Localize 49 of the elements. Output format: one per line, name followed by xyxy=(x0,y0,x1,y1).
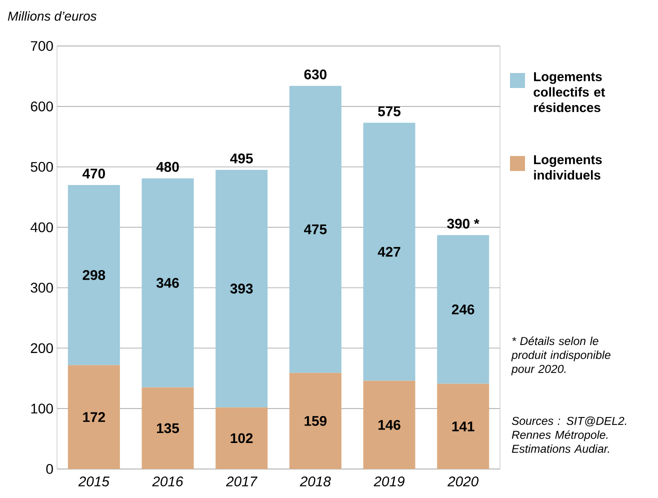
bar xyxy=(289,86,342,373)
legend-label: Logements individuels xyxy=(534,155,602,180)
data-label: 172 xyxy=(83,412,105,422)
x-tick-label: 2016 xyxy=(152,476,184,486)
y-tick-label: 700 xyxy=(30,41,53,51)
annotation: 470 xyxy=(82,168,105,178)
x-tick-label: 2015 xyxy=(78,476,110,486)
bar xyxy=(289,372,342,469)
annotation: 495 xyxy=(230,153,253,164)
data-label: 427 xyxy=(378,246,400,257)
bar xyxy=(68,365,120,469)
y-tick-label: 100 xyxy=(31,404,53,414)
data-label: 135 xyxy=(156,423,179,434)
x-tick-label: 2018 xyxy=(300,476,331,486)
bar xyxy=(216,170,268,408)
bar xyxy=(363,122,416,381)
y-tick-label: 400 xyxy=(30,222,53,232)
data-label: 102 xyxy=(230,433,253,444)
data-label: 475 xyxy=(304,224,327,234)
y-tick-label: 500 xyxy=(30,162,53,172)
source-note: Sources : SIT@DEL2. Rennes Métropole. Estimations Audiar. xyxy=(512,416,626,453)
annotation: 575 xyxy=(378,106,400,116)
bar xyxy=(363,380,416,469)
x-tick-label: 2020 xyxy=(447,476,478,486)
bar xyxy=(142,387,194,469)
data-label: 298 xyxy=(82,270,106,280)
annotation: 480 xyxy=(156,162,179,172)
bar xyxy=(68,184,120,366)
data-label: 246 xyxy=(452,304,474,314)
y-axis-title: Millions d’euros xyxy=(8,11,96,21)
y-tick-label: 200 xyxy=(30,343,53,354)
y-tick-label: 300 xyxy=(30,282,53,293)
y-tick-label: 600 xyxy=(30,101,53,112)
text: * Détails selon le produit indisponible pour 2020. xyxy=(511,336,610,376)
data-label: 346 xyxy=(156,278,179,288)
legend-label: Logements collectifs et résidences xyxy=(534,72,606,112)
data-label: 141 xyxy=(452,422,474,432)
annotation: 630 xyxy=(304,69,326,80)
data-label: 146 xyxy=(378,420,400,430)
data-label: 393 xyxy=(230,284,253,294)
data-label: 159 xyxy=(304,416,327,426)
bar xyxy=(216,407,268,469)
annotation: 390 * xyxy=(447,218,480,229)
x-tick-label: 2017 xyxy=(226,476,258,486)
bar xyxy=(437,235,490,384)
y-tick-label: 0 xyxy=(46,464,53,474)
bar xyxy=(142,178,194,388)
bar xyxy=(437,384,490,469)
x-tick-label: 2019 xyxy=(374,476,404,486)
